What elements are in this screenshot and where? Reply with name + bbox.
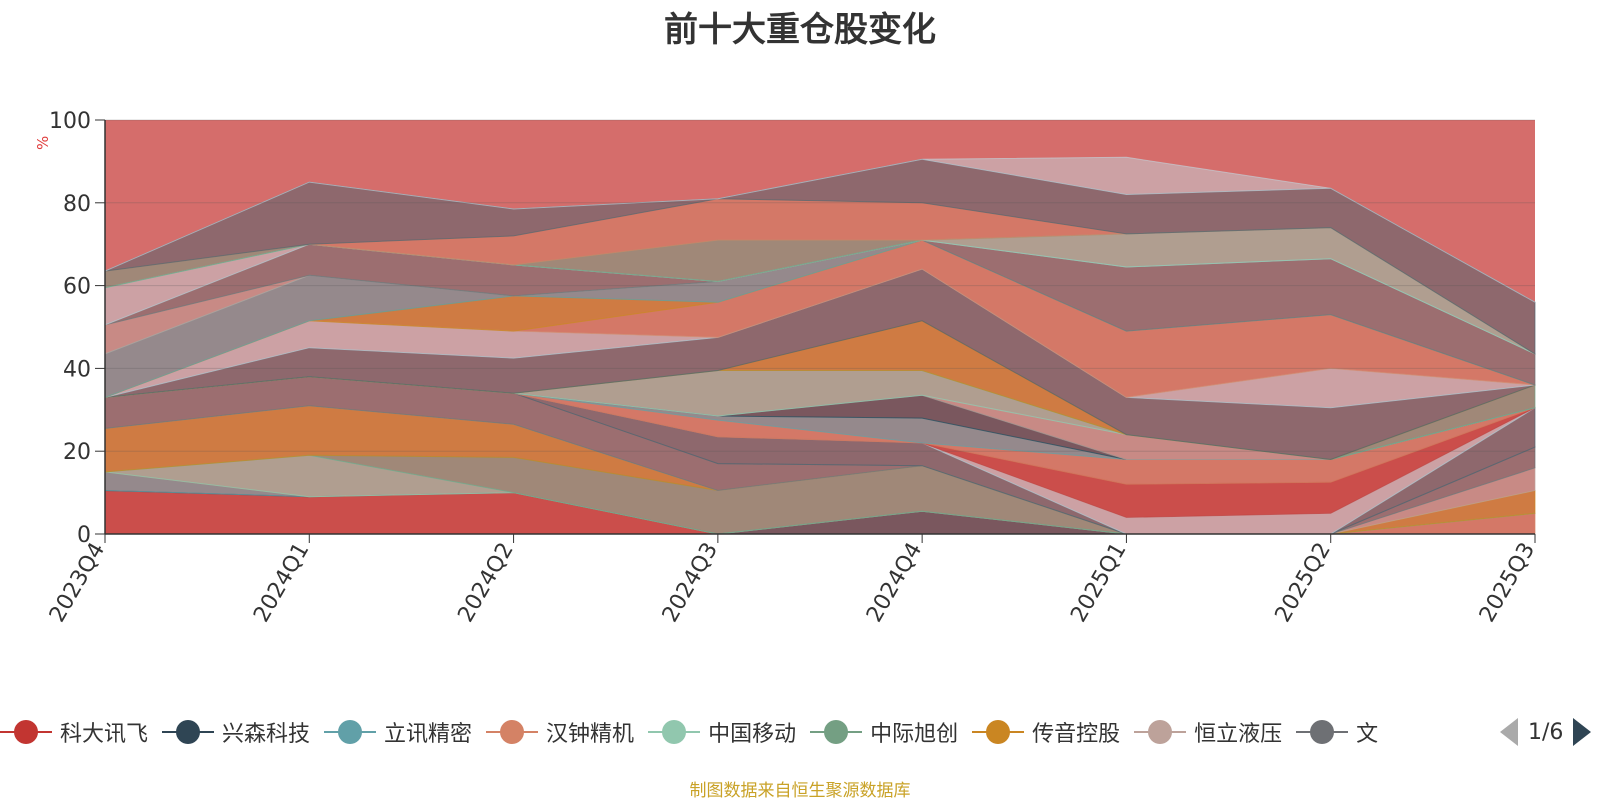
legend-item[interactable]: 兴森科技 [162, 712, 310, 752]
legend-label: 立讯精密 [384, 722, 473, 747]
legend-item[interactable]: 传音控股 [972, 712, 1120, 752]
legend-label: 汉钟精机 [546, 722, 635, 747]
legend-item[interactable]: 科大讯飞 [0, 712, 148, 752]
legend-swatch-icon [1134, 720, 1187, 744]
legend-swatch-icon [972, 720, 1025, 744]
legend-pager: 1/6 [1500, 718, 1592, 746]
legend-item[interactable]: 中际旭创 [810, 712, 958, 752]
legend-prev-icon[interactable] [1500, 718, 1518, 746]
y-tick-label: 40 [63, 357, 91, 382]
legend-page-indicator: 1/6 [1528, 719, 1564, 745]
legend-label: 中国移动 [708, 722, 797, 747]
legend-swatch-icon [648, 720, 701, 744]
x-tick-label: 2024Q3 [658, 539, 723, 627]
x-tick-label: 2025Q2 [1271, 539, 1336, 627]
legend-label: 兴森科技 [222, 722, 311, 747]
chart-legend: 科大讯飞 兴森科技 立讯精密 汉钟精机 中国移动 中际旭创 传音控股 恒立液压 文 [0, 712, 1490, 752]
legend-item[interactable]: 中国移动 [648, 712, 796, 752]
x-tick-label: 2024Q1 [249, 539, 314, 627]
legend-swatch-icon [486, 720, 539, 744]
legend-swatch-icon [162, 720, 215, 744]
x-tick-label: 2025Q1 [1066, 539, 1131, 627]
legend-swatch-icon [324, 720, 377, 744]
legend-next-icon[interactable] [1573, 718, 1592, 746]
legend-item[interactable]: 汉钟精机 [486, 712, 634, 752]
legend-swatch-icon [810, 720, 863, 744]
y-tick-label: 100 [49, 109, 91, 134]
x-tick-label: 2023Q4 [45, 539, 110, 627]
y-tick-label: 0 [77, 523, 91, 548]
legend-item[interactable]: 恒立液压 [1134, 712, 1282, 752]
legend-label: 文 [1356, 722, 1379, 747]
stacked-area-chart: 0 20 40 60 80 100 2023Q4 2024Q1 2024Q2 2024Q3 2024… [45, 109, 1540, 627]
y-tick-label: 60 [63, 275, 91, 300]
legend-label: 中际旭创 [870, 722, 959, 747]
x-tick-label: 2025Q3 [1475, 539, 1540, 627]
legend-label: 恒立液压 [1194, 722, 1283, 747]
source-note: 制图数据来自恒生聚源数据库 [689, 781, 911, 801]
chart-title: 前十大重仓股变化 [664, 10, 936, 50]
legend-item[interactable]: 立讯精密 [324, 712, 472, 752]
legend-item[interactable]: 文 [1296, 712, 1378, 752]
legend-swatch-icon [0, 720, 52, 744]
legend-swatch-icon [1296, 720, 1349, 744]
x-tick-label: 2024Q2 [453, 539, 518, 627]
x-tick-label: 2024Q4 [862, 539, 927, 627]
legend-label: 科大讯飞 [60, 722, 149, 747]
y-tick-label: 80 [63, 192, 91, 217]
y-tick-label: 20 [63, 440, 91, 465]
legend-label: 传音控股 [1032, 722, 1121, 747]
series-area-33 [104, 156, 1536, 303]
